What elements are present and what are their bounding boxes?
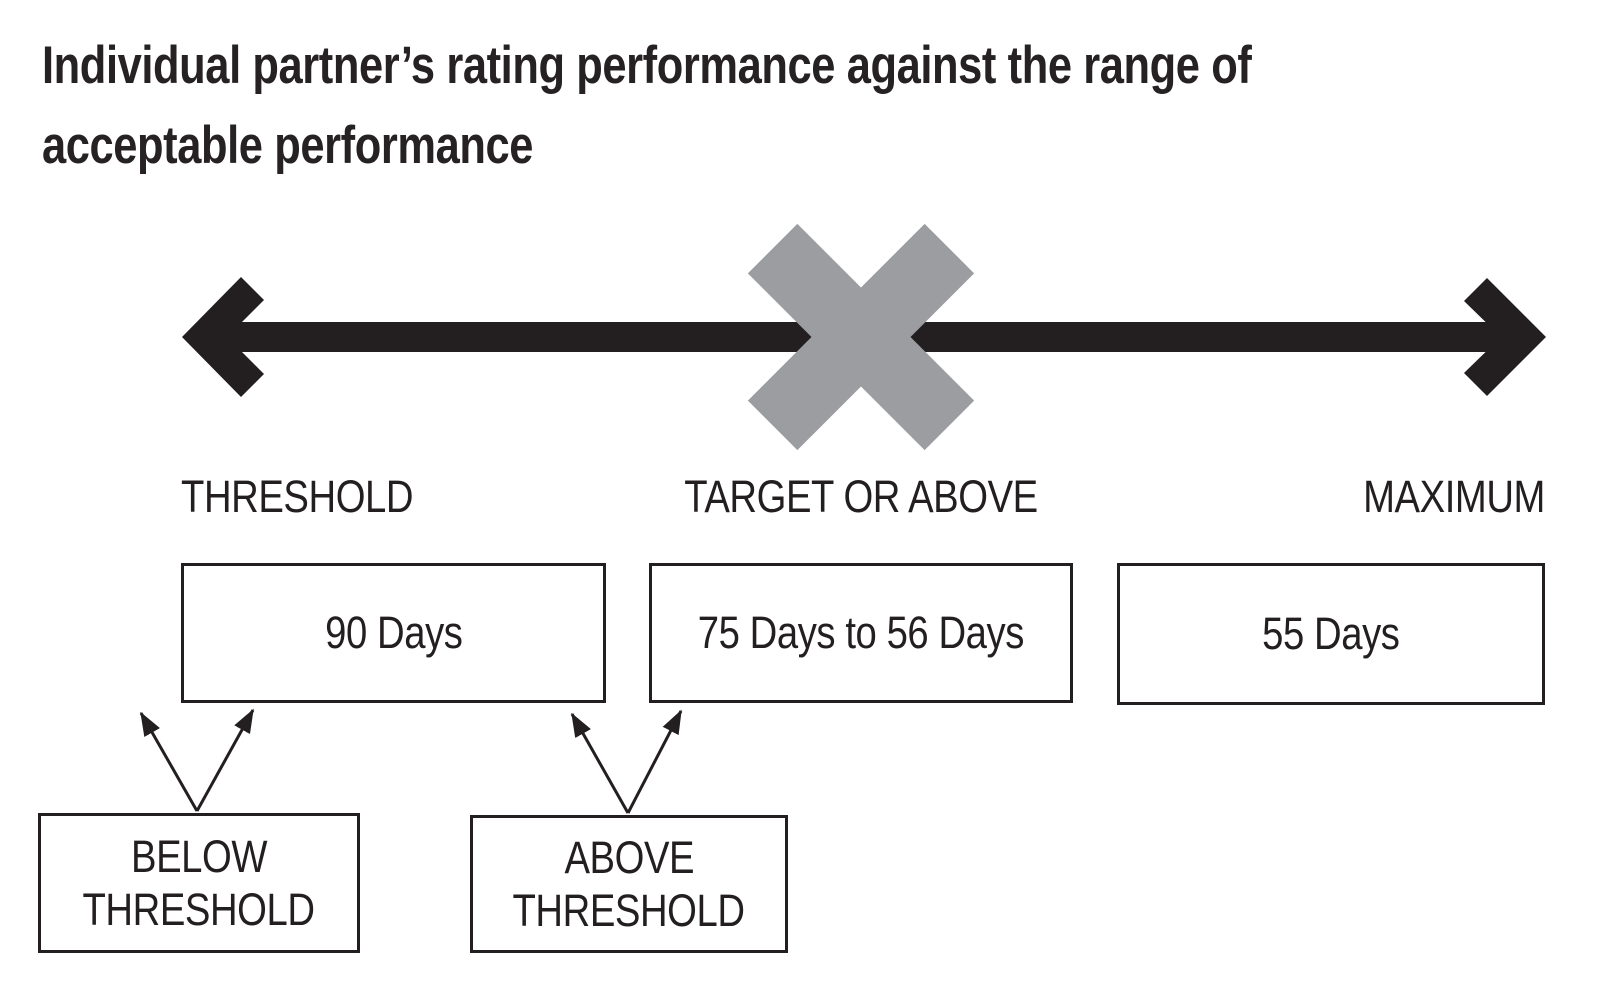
performance-scale-arrow	[182, 277, 1546, 397]
page-title-line2: acceptable performance	[42, 116, 533, 175]
above-threshold-arrows	[570, 709, 683, 814]
callout-above-threshold: ABOVE THRESHOLD	[470, 815, 788, 953]
label-target-or-above: TARGET OR ABOVE	[684, 471, 1038, 522]
callout-below-line1: BELOW	[130, 831, 268, 882]
page-title-line1: Individual partner’s rating performance …	[42, 36, 1252, 95]
x-marker-icon	[747, 223, 975, 451]
callout-above-line1: ABOVE	[564, 832, 694, 883]
label-maximum: MAXIMUM	[1363, 471, 1545, 522]
range-box-maximum: 55 Days	[1117, 563, 1545, 705]
label-threshold: THRESHOLD	[181, 471, 414, 522]
callout-below-line2: THRESHOLD	[82, 884, 316, 935]
range-box-target-or-above: 75 Days to 56 Days	[649, 563, 1073, 703]
below-threshold-arrows	[139, 708, 255, 812]
scale-arrow-right-head-icon	[1464, 278, 1546, 396]
scale-arrow-bar	[222, 322, 1504, 352]
range-value-target-or-above: 75 Days to 56 Days	[697, 607, 1025, 658]
callout-above-line2: THRESHOLD	[512, 885, 746, 936]
page-title: Individual partner’s rating performance …	[42, 26, 1321, 186]
range-value-threshold: 90 Days	[324, 607, 463, 658]
range-box-threshold: 90 Days	[181, 563, 606, 703]
range-value-maximum: 55 Days	[1262, 608, 1400, 659]
scale-arrow-left-head-icon	[182, 277, 264, 397]
callout-below-threshold: BELOW THRESHOLD	[38, 813, 360, 953]
